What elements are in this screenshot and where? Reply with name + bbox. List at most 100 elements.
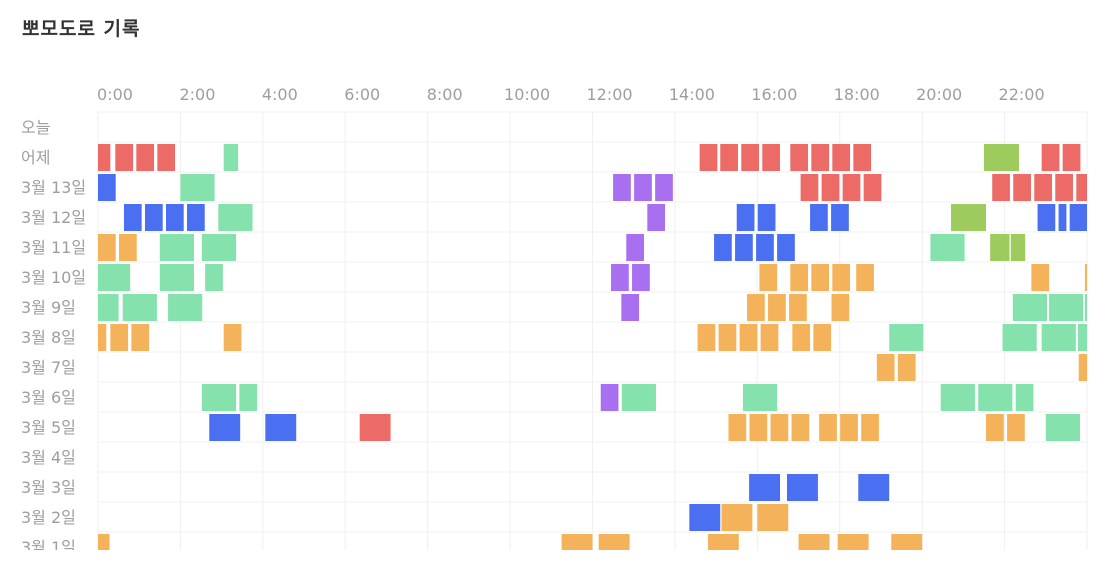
session-block	[626, 234, 645, 261]
row-label: 3월 6일	[21, 388, 76, 407]
session-block	[757, 204, 776, 231]
session-block	[787, 474, 818, 501]
session-block	[159, 264, 195, 291]
session-block	[123, 204, 142, 231]
session-block	[739, 324, 758, 351]
x-tick-label: 14:00	[669, 85, 715, 104]
session-block	[728, 414, 747, 441]
session-block	[1078, 354, 1087, 381]
x-tick-label: 6:00	[344, 85, 380, 104]
session-block	[1037, 204, 1056, 231]
session-block	[832, 264, 851, 291]
row-label: 3월 1일	[21, 538, 76, 557]
session-block	[655, 174, 673, 201]
session-block	[1031, 264, 1050, 291]
session-block	[856, 264, 874, 291]
session-block	[1007, 414, 1025, 441]
session-block	[876, 354, 895, 381]
row-label: 3월 3일	[21, 478, 76, 497]
row-label: 3월 12일	[21, 208, 86, 227]
x-tick-label: 8:00	[427, 85, 463, 104]
session-block	[1010, 234, 1026, 261]
session-block	[990, 234, 1010, 261]
session-block	[721, 504, 753, 531]
session-block	[621, 384, 656, 411]
session-block	[992, 174, 1010, 201]
session-block	[760, 324, 779, 351]
session-block	[1077, 324, 1087, 351]
session-block	[1013, 174, 1031, 201]
session-block	[951, 204, 987, 231]
session-block	[1076, 174, 1087, 201]
session-block	[1069, 204, 1087, 231]
session-block	[749, 414, 768, 441]
session-block	[157, 144, 176, 171]
session-block	[218, 204, 253, 231]
session-block	[930, 234, 965, 261]
session-block	[777, 234, 795, 261]
session-block	[1034, 174, 1052, 201]
session-block	[940, 384, 975, 411]
session-block	[201, 234, 237, 261]
row-label: 3월 11일	[21, 238, 86, 257]
session-block	[811, 144, 830, 171]
session-block	[205, 264, 223, 291]
row-label: 3월 5일	[21, 418, 76, 437]
session-block	[831, 204, 849, 231]
session-block	[115, 144, 134, 171]
session-block	[1084, 294, 1087, 321]
x-tick-label: 4:00	[262, 85, 298, 104]
session-block	[863, 174, 882, 201]
session-block	[770, 414, 789, 441]
session-block	[736, 204, 755, 231]
row-label: 3월 8일	[21, 328, 76, 347]
session-block	[600, 384, 619, 411]
x-tick-label: 18:00	[834, 85, 880, 104]
session-block	[858, 474, 890, 501]
session-block	[837, 534, 869, 550]
session-block	[223, 144, 239, 171]
session-block	[718, 324, 737, 351]
session-block	[1049, 294, 1084, 321]
session-block	[840, 414, 858, 441]
session-block	[1045, 414, 1080, 441]
session-block	[136, 144, 155, 171]
session-block	[735, 234, 753, 261]
session-block	[747, 294, 765, 321]
session-block	[811, 264, 830, 291]
session-block	[714, 234, 732, 261]
session-block	[632, 264, 650, 291]
session-block	[831, 294, 850, 321]
session-block	[359, 414, 391, 441]
session-block	[598, 534, 630, 550]
session-block	[897, 354, 916, 381]
session-block	[119, 234, 137, 261]
row-label: 3월 7일	[21, 358, 76, 377]
session-block	[792, 324, 811, 351]
session-block	[742, 384, 778, 411]
session-block	[98, 294, 119, 321]
session-block	[800, 174, 819, 201]
session-block	[239, 384, 258, 411]
session-block	[265, 414, 297, 441]
session-block	[634, 174, 652, 201]
session-block	[789, 294, 807, 321]
session-block	[611, 264, 629, 291]
session-block	[98, 234, 116, 261]
row-label: 오늘	[21, 118, 50, 137]
session-block	[891, 534, 923, 550]
session-block	[561, 534, 593, 550]
session-block	[749, 474, 780, 501]
session-block	[1062, 144, 1081, 171]
session-block	[168, 294, 203, 321]
session-block	[1041, 144, 1060, 171]
row-label: 어제	[21, 148, 50, 167]
session-block	[98, 324, 107, 351]
session-block	[699, 144, 718, 171]
x-tick-label: 10:00	[504, 85, 550, 104]
session-block	[842, 174, 861, 201]
session-block	[759, 264, 778, 291]
session-block	[689, 504, 721, 531]
session-block	[757, 504, 789, 531]
